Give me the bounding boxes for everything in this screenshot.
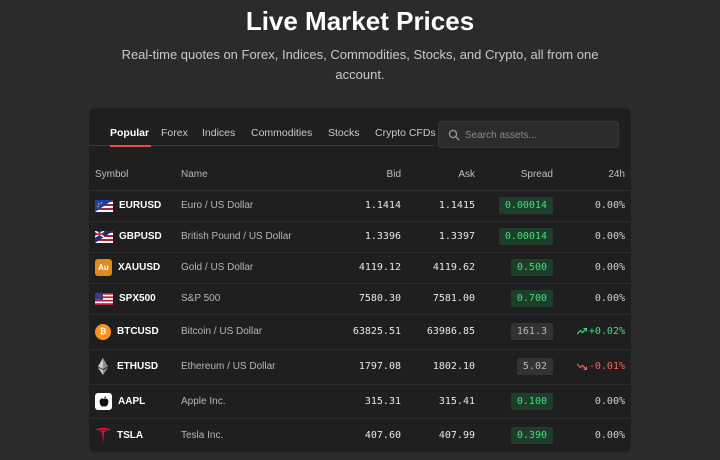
- search-box: [438, 121, 619, 148]
- spread-badge: 5.02: [516, 358, 553, 375]
- spread-badge: 161.3: [510, 323, 553, 340]
- change-value: 0.00%: [594, 429, 625, 441]
- ask-price: 7581.00: [401, 283, 475, 315]
- asset-name: Ethereum / US Dollar: [181, 349, 331, 385]
- ask-price: 407.99: [401, 418, 475, 452]
- change-value: 0.00%: [594, 262, 625, 273]
- ask-price: 4119.62: [401, 252, 475, 284]
- column-header-bid[interactable]: Bid: [331, 160, 401, 191]
- table-row[interactable]: ETHUSD Ethereum / US Dollar 1797.08 1802…: [89, 349, 631, 385]
- change-value: +0.02%: [588, 325, 625, 337]
- trend-down-icon: [576, 363, 587, 370]
- bid-price: 1.3396: [331, 221, 401, 253]
- page-title: Live Market Prices: [245, 6, 475, 36]
- spread-badge: 0.700: [510, 290, 553, 307]
- table-row[interactable]: SPX500 S&P 500 7580.30 7581.00 0.700 0.0…: [89, 283, 631, 315]
- symbol-label: AAPL: [118, 395, 146, 407]
- change-value: 0.00%: [594, 231, 625, 242]
- asset-name: Bitcoin / US Dollar: [181, 314, 331, 350]
- us-flag-icon: [95, 292, 113, 305]
- change-value: -0.01%: [588, 360, 625, 372]
- bid-price: 7580.30: [331, 283, 401, 315]
- column-header-name[interactable]: Name: [181, 160, 331, 191]
- category-tabs: Popular Forex Indices Commodities Stocks…: [89, 108, 631, 160]
- spread-badge: 0.390: [510, 426, 553, 444]
- search-icon: [448, 129, 460, 141]
- ask-price: 1.3397: [401, 221, 475, 253]
- table-row[interactable]: Au XAUUSD Gold / US Dollar 4119.12 4119.…: [89, 252, 631, 284]
- bid-price: 4119.12: [331, 252, 401, 284]
- symbol-label: ETHUSD: [117, 361, 159, 372]
- change-value: 0.00%: [594, 200, 625, 211]
- gold-icon: Au: [95, 259, 112, 276]
- symbol-label: EURUSD: [119, 200, 162, 211]
- market-panel: Popular Forex Indices Commodities Stocks…: [89, 108, 631, 452]
- bid-price: 1.1414: [331, 190, 401, 222]
- asset-name: Apple Inc.: [181, 384, 331, 419]
- symbol-label: XAUUSD: [118, 262, 161, 273]
- ask-price: 63986.85: [401, 314, 475, 350]
- symbol-label: SPX500: [119, 293, 156, 304]
- change-value: 0.00%: [594, 293, 625, 304]
- ask-price: 1.1415: [401, 190, 475, 222]
- asset-name: Tesla Inc.: [181, 418, 331, 452]
- symbol-label: BTCUSD: [117, 326, 159, 337]
- active-tab-underline: [110, 145, 151, 147]
- eu-us-flag-icon: [95, 199, 113, 212]
- table-row[interactable]: ₿ BTCUSD Bitcoin / US Dollar 63825.51 63…: [89, 314, 631, 350]
- bitcoin-icon: ₿: [95, 323, 111, 340]
- apple-icon: [95, 392, 112, 410]
- column-header-symbol[interactable]: Symbol: [89, 160, 181, 191]
- change-value: 0.00%: [594, 395, 625, 407]
- spread-badge: 0.00014: [498, 228, 553, 245]
- tab-forex[interactable]: Forex: [161, 127, 188, 139]
- spread-badge: 0.100: [510, 392, 553, 410]
- spread-badge: 0.500: [510, 259, 553, 276]
- symbol-label: GBPUSD: [119, 231, 162, 242]
- prices-table: Symbol Name Bid Ask Spread 24h EURUS: [89, 160, 631, 452]
- trend-up-icon: [576, 327, 587, 334]
- page-subtitle: Real-time quotes on Forex, Indices, Comm…: [121, 47, 599, 82]
- asset-name: S&P 500: [181, 283, 331, 315]
- ask-price: 1802.10: [401, 349, 475, 385]
- ask-price: 315.41: [401, 384, 475, 419]
- bid-price: 315.31: [331, 384, 401, 419]
- asset-name: Gold / US Dollar: [181, 252, 331, 284]
- table-row[interactable]: GBPUSD British Pound / US Dollar 1.3396 …: [89, 221, 631, 253]
- search-input[interactable]: [465, 125, 615, 145]
- tesla-icon: [96, 427, 110, 443]
- table-header-row: Symbol Name Bid Ask Spread 24h: [89, 160, 631, 191]
- bid-price: 63825.51: [331, 314, 401, 350]
- tab-stocks[interactable]: Stocks: [328, 127, 360, 139]
- ethereum-icon: [98, 358, 108, 375]
- bid-price: 407.60: [331, 418, 401, 452]
- tab-indices[interactable]: Indices: [202, 127, 236, 139]
- uk-us-flag-icon: [95, 230, 113, 243]
- symbol-label: TSLA: [117, 429, 144, 441]
- column-header-24h[interactable]: 24h: [553, 160, 631, 191]
- asset-name: Euro / US Dollar: [181, 190, 331, 222]
- column-header-spread[interactable]: Spread: [475, 160, 553, 191]
- bid-price: 1797.08: [331, 349, 401, 385]
- asset-name: British Pound / US Dollar: [181, 221, 331, 253]
- spread-badge: 0.00014: [498, 197, 553, 214]
- table-row[interactable]: EURUSD Euro / US Dollar 1.1414 1.1415 0.…: [89, 190, 631, 222]
- tab-commodities[interactable]: Commodities: [251, 127, 313, 139]
- table-row[interactable]: AAPL Apple Inc. 315.31 315.41 0.100 0.00…: [89, 384, 631, 419]
- column-header-ask[interactable]: Ask: [401, 160, 475, 191]
- table-row[interactable]: TSLA Tesla Inc. 407.60 407.99 0.390 0.00…: [89, 418, 631, 452]
- tab-popular[interactable]: Popular: [110, 127, 150, 139]
- tab-crypto-cfds[interactable]: Crypto CFDs: [375, 127, 436, 139]
- tabs-divider: [89, 145, 434, 146]
